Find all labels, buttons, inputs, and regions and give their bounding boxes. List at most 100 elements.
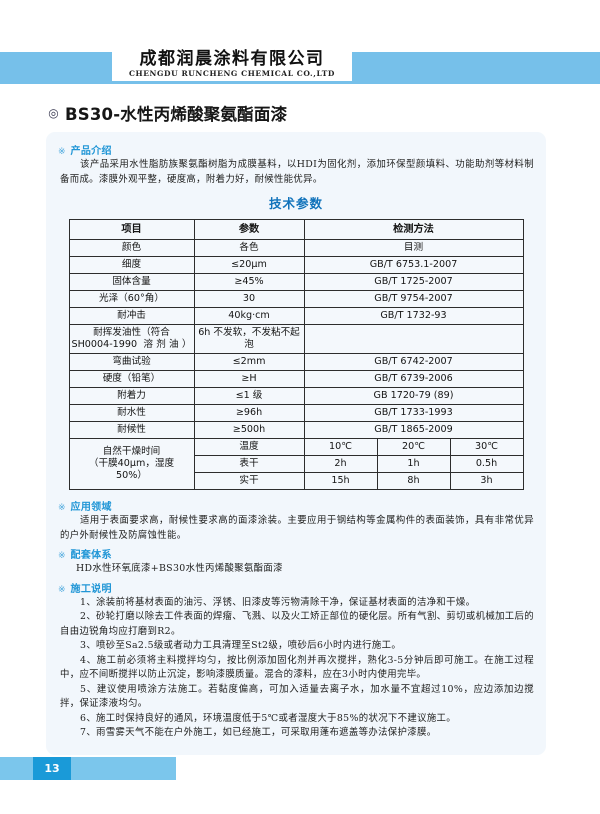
- company-logo-plate: 成都润晨涂料有限公司 CHENGDU RUNCHENG CHEMICAL CO.…: [112, 48, 352, 81]
- cell-item: 附着力: [68, 387, 195, 405]
- table-row: 附着力 ≤1 级 GB 1720-79 (89): [68, 387, 524, 405]
- drying-label-line2: （干膜40μm，湿度: [88, 458, 175, 469]
- table-row: 颜色 各色 目测: [68, 239, 524, 257]
- section-title-system: 配套体系: [70, 550, 112, 561]
- col-header-param: 参数: [193, 219, 305, 240]
- cell-param: 40kg·cm: [193, 307, 305, 325]
- construction-item: 6、施工时保持良好的通风，环境温度低于5℃或者湿度大于85%的状况下不建议施工。: [80, 712, 457, 724]
- cell-method: GB/T 9754-2007: [303, 290, 524, 308]
- page-title: ◎ BS30-水性丙烯酸聚氨酯面漆: [48, 101, 287, 125]
- section-mark-icon: ※: [58, 550, 66, 560]
- cell-param: ≥H: [193, 370, 305, 388]
- system-paragraph: HD水性环氧底漆+BS30水性丙烯酸聚氨酯面漆: [76, 563, 283, 574]
- col-header-item: 项目: [68, 219, 195, 240]
- cell-item: 光泽（60°角）: [68, 290, 195, 308]
- cell-item: 细度: [68, 256, 195, 274]
- cell-hard-dry-10: 15h: [303, 472, 378, 490]
- cell-param: ≤1 级: [193, 387, 305, 405]
- drying-label-line3: 50%）: [116, 470, 147, 481]
- cell-param: 6h 不发软，不发粘不起泡: [193, 324, 305, 354]
- cell-hard-dry-label: 实干: [193, 472, 305, 490]
- section-header-construction: ※ 施工说明: [58, 580, 536, 595]
- section-mark-icon: ※: [58, 583, 66, 594]
- table-row-drying-temp: 自然干燥时间 （干膜40μm，湿度 50%） 温度 10℃ 20℃ 30℃: [68, 438, 524, 490]
- cell-temp-30: 30℃: [449, 438, 524, 456]
- col-header-method: 检测方法: [303, 219, 524, 240]
- cell-temp-10: 10℃: [303, 438, 378, 456]
- cell-method: 目测: [303, 239, 524, 257]
- cell-surface-dry-20: 1h: [376, 455, 451, 473]
- page-number-box: [33, 757, 71, 780]
- table-row: 固体含量 ≥45% GB/T 1725-2007: [68, 273, 524, 291]
- application-paragraph: 适用于表面要求高，耐候性要求高的面漆涂装。主要应用于钢结构等金属构件的表面装饰，…: [60, 515, 534, 541]
- cell-method: GB/T 1733-1993: [303, 404, 524, 422]
- cell-hard-dry-20: 8h: [376, 472, 451, 490]
- tech-spec-table: 项目 参数 检测方法 颜色 各色 目测 细度 ≤20μm GB/T 6753.1…: [68, 219, 524, 490]
- table-row: 弯曲试验 ≤2mm GB/T 6742-2007: [68, 353, 524, 371]
- footer-bar: [0, 757, 176, 780]
- construction-item: 7、雨雪雾天气不能在户外施工，如已经施工，可采取用蓬布遮盖等办法保护漆膜。: [80, 727, 437, 738]
- company-name-en: CHENGDU RUNCHENG CHEMICAL CO.,LTD: [128, 69, 336, 78]
- cell-method: GB 1720-79 (89): [303, 387, 524, 405]
- bullet-circle-icon: ◎: [48, 105, 59, 120]
- section-header-application: ※ 应用领域: [58, 498, 536, 513]
- section-title-construction: 施工说明: [70, 583, 112, 595]
- cell-param: ≤20μm: [193, 256, 305, 274]
- cell-method: GB/T 1732-93: [303, 307, 524, 325]
- table-row: 耐候性 ≥500h GB/T 1865-2009: [68, 421, 524, 439]
- cell-param: 30: [193, 290, 305, 308]
- section-mark-icon: ※: [58, 146, 66, 156]
- table-row: 光泽（60°角） 30 GB/T 9754-2007: [68, 290, 524, 308]
- cell-param: ≥96h: [193, 404, 305, 422]
- table-header-row: 项目 参数 检测方法: [68, 219, 524, 240]
- cell-param: 各色: [193, 239, 305, 257]
- product-title-text: BS30-水性丙烯酸聚氨酯面漆: [65, 105, 288, 124]
- content-card: ※ 产品介绍 该产品采用水性脂肪族聚氨酯树脂为成膜基料，以HDI为固化剂，添加环…: [46, 132, 546, 755]
- section-header-system: ※ 配套体系: [58, 546, 536, 561]
- cell-param: ≤2mm: [193, 353, 305, 371]
- drying-label-line1: 自然干燥时间: [102, 446, 161, 457]
- cell-method: GB/T 1865-2009: [303, 421, 524, 439]
- table-row: 耐冲击 40kg·cm GB/T 1732-93: [68, 307, 524, 325]
- section-title-application: 应用领域: [70, 502, 112, 513]
- cell-temp-label: 温度: [193, 438, 305, 456]
- cell-surface-dry-10: 2h: [303, 455, 378, 473]
- construction-item: 5、建议使用喷涂方法施工。若黏度偏高，可加入适量去离子水，加水量不宜超过10%，…: [60, 683, 534, 710]
- cell-hard-dry-30: 3h: [449, 472, 524, 490]
- page-footer: 13: [0, 757, 176, 780]
- intro-paragraph: 该产品采用水性脂肪族聚氨酯树脂为成膜基料，以HDI为固化剂，添加环保型颜填料、功…: [60, 159, 534, 185]
- section-mark-icon: ※: [58, 502, 66, 512]
- cell-item: 耐冲击: [68, 307, 195, 325]
- table-row-hard-dry: 实干 15h 8h 3h: [69, 472, 524, 490]
- company-name-cn: 成都润晨涂料有限公司: [139, 49, 325, 69]
- construction-item: 4、施工前必须将主料搅拌均匀，按比例添加固化剂并再次搅拌，熟化3-5分钟后即可施…: [60, 654, 534, 681]
- construction-item: 1、涂装前将基材表面的油污、浮锈、旧漆皮等污物清除干净，保证基材表面的洁净和干燥…: [80, 596, 476, 608]
- cell-item: 固体含量: [68, 273, 195, 291]
- cell-item: 耐挥发油性（符合 SH0004-1990 溶剂油）: [68, 324, 195, 354]
- cell-param: ≥45%: [193, 273, 305, 291]
- cell-item: 硬度（铅笔）: [68, 370, 195, 388]
- page-number: 13: [44, 762, 60, 775]
- cell-item: 颜色: [68, 239, 195, 257]
- cell-surface-dry-30: 0.5h: [449, 455, 524, 473]
- cell-param: ≥500h: [193, 421, 305, 439]
- construction-item: 2、砂轮打磨以除去工件表面的焊瘤、飞溅、以及火工矫正部位的硬化层。所有气割、剪切…: [60, 611, 534, 637]
- cell-item: 耐水性: [68, 404, 195, 422]
- cell-surface-dry-label: 表干: [193, 455, 305, 473]
- table-row: 硬度（铅笔） ≥H GB/T 6739-2006: [68, 370, 524, 388]
- construction-item: 3、喷砂至Sa2.5级或者动力工具清理至St2级，喷砂后6小时内进行施工。: [80, 640, 402, 651]
- cell-drying-label: 自然干燥时间 （干膜40μm，湿度 50%）: [68, 438, 195, 490]
- tech-table-caption: 技术参数: [268, 196, 323, 211]
- cell-method: GB/T 1725-2007: [303, 273, 524, 291]
- section-title-intro: 产品介绍: [70, 146, 112, 157]
- table-row: 耐挥发油性（符合 SH0004-1990 溶剂油） 6h 不发软，不发粘不起泡: [68, 324, 524, 354]
- table-row: 细度 ≤20μm GB/T 6753.1-2007: [68, 256, 524, 274]
- cell-item: 弯曲试验: [68, 353, 195, 371]
- cell-temp-20: 20℃: [376, 438, 451, 456]
- cell-item: 耐候性: [68, 421, 195, 439]
- cell-method: GB/T 6742-2007: [303, 353, 524, 371]
- cell-method: [303, 324, 524, 354]
- table-row: 耐水性 ≥96h GB/T 1733-1993: [68, 404, 524, 422]
- section-header-intro: ※ 产品介绍: [58, 142, 536, 157]
- cell-method: GB/T 6753.1-2007: [303, 256, 524, 274]
